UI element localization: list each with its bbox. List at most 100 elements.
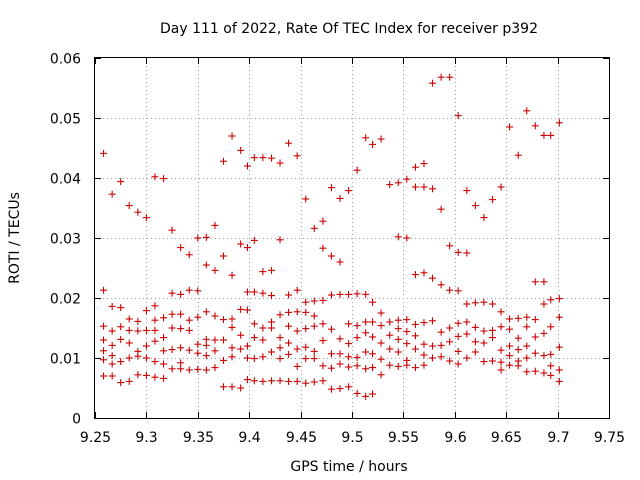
data-point-marker [134, 371, 142, 379]
data-point-marker [220, 336, 227, 344]
data-point-marker [168, 365, 176, 373]
data-point-marker [394, 233, 402, 241]
data-point-marker [250, 377, 258, 385]
data-point-marker [540, 329, 548, 337]
data-point-marker [362, 348, 370, 356]
data-point-marker [437, 205, 445, 213]
data-point-marker [142, 371, 150, 379]
data-point-marker [353, 389, 361, 397]
data-point-marker [302, 308, 310, 316]
data-point-marker [310, 297, 318, 305]
data-point-marker [134, 327, 142, 335]
data-point-marker [463, 354, 471, 362]
data-point-marker [125, 326, 133, 334]
data-point-marker [220, 157, 227, 165]
data-point-marker [117, 379, 125, 387]
data-point-marker [194, 313, 202, 321]
data-point-marker [268, 324, 276, 332]
data-point-marker [142, 342, 150, 350]
data-point-marker [319, 244, 327, 252]
y-tick-label: 0.06 [50, 52, 81, 68]
x-tick-label: 9.5 [341, 430, 363, 446]
data-point-marker [386, 331, 394, 339]
data-point-marker [454, 347, 462, 355]
data-point-marker [142, 307, 150, 315]
data-point-marker [243, 376, 251, 384]
x-tick-label: 9.35 [183, 430, 214, 446]
data-point-marker [463, 187, 471, 195]
x-axis-label: GPS time / hours [290, 459, 407, 475]
data-point-marker [100, 336, 108, 344]
data-point-marker [160, 374, 168, 382]
data-point-marker [480, 214, 488, 222]
data-point-marker [506, 361, 514, 369]
data-point-marker [437, 328, 445, 336]
data-point-marker [336, 335, 344, 343]
data-point-marker [285, 308, 293, 316]
data-point-marker [185, 316, 193, 324]
data-point-marker [302, 298, 310, 306]
data-point-marker [134, 317, 142, 325]
data-point-marker [446, 286, 454, 294]
data-point-marker [345, 363, 353, 371]
data-point-marker [160, 347, 168, 355]
data-point-marker [369, 390, 377, 398]
data-point-marker [151, 373, 159, 381]
data-point-marker [285, 322, 293, 330]
data-point-marker [547, 296, 555, 304]
data-point-marker [428, 342, 436, 350]
data-point-marker [523, 313, 531, 321]
data-point-marker [177, 244, 185, 252]
data-point-marker [555, 343, 563, 351]
y-tick-label: 0.02 [50, 292, 81, 308]
data-point-marker [125, 377, 133, 385]
x-tick-label: 9.75 [594, 430, 625, 446]
data-point-marker [514, 346, 522, 354]
data-point-marker [202, 261, 210, 269]
data-point-marker [555, 295, 563, 303]
data-point-marker [293, 308, 301, 316]
data-point-marker [125, 354, 133, 362]
x-tick-label: 9.7 [547, 430, 569, 446]
data-point-marker [523, 368, 531, 376]
data-point-marker [428, 79, 436, 87]
data-point-marker [160, 334, 168, 342]
data-point-marker [220, 252, 227, 260]
data-point-marker [243, 244, 251, 252]
data-point-marker [194, 287, 202, 295]
data-point-marker [228, 271, 236, 279]
data-point-marker [125, 315, 133, 323]
data-point-marker [142, 326, 150, 334]
data-point-marker [454, 112, 462, 120]
data-point-marker [125, 202, 133, 210]
data-point-marker [531, 316, 539, 324]
data-point-marker [369, 350, 377, 358]
data-point-marker [237, 240, 245, 248]
data-point-marker [506, 342, 514, 350]
data-point-marker [285, 291, 293, 299]
data-point-marker [420, 319, 428, 327]
data-point-marker [547, 131, 555, 139]
data-point-marker [369, 333, 377, 341]
data-point-marker [437, 341, 445, 349]
data-point-marker [523, 323, 531, 331]
data-point-marker [523, 342, 531, 350]
data-point-marker [108, 360, 116, 368]
data-point-marker [276, 236, 284, 244]
data-point-marker [293, 327, 301, 335]
data-point-marker [514, 151, 522, 159]
data-point-marker [362, 329, 370, 337]
data-point-marker [194, 340, 202, 348]
data-point-marker [369, 298, 377, 306]
x-tick-label: 9.4 [238, 430, 260, 446]
data-point-marker [386, 318, 394, 326]
data-point-marker [411, 183, 419, 191]
data-point-marker [377, 309, 385, 317]
data-point-marker [463, 330, 471, 338]
data-point-marker [353, 353, 361, 361]
data-point-marker [151, 173, 159, 181]
data-point-marker [506, 123, 514, 131]
data-point-marker [202, 366, 210, 374]
data-point-marker [497, 346, 505, 354]
data-point-marker [327, 291, 335, 299]
